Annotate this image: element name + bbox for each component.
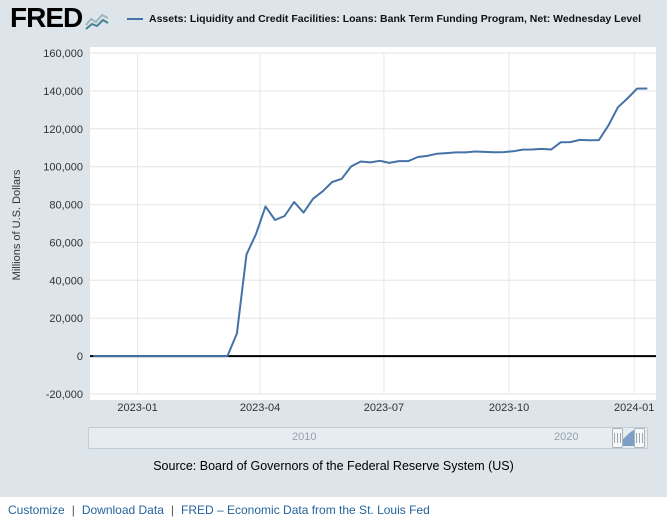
svg-text:60,000: 60,000 [49,237,83,249]
slider-tick-2010: 2010 [292,431,317,443]
svg-text:20,000: 20,000 [49,313,83,325]
fred-home-link[interactable]: FRED – Economic Data from the St. Louis … [181,503,430,517]
grip-icon [636,433,643,443]
customize-link[interactable]: Customize [8,503,65,517]
svg-text:140,000: 140,000 [43,86,83,98]
svg-text:100,000: 100,000 [43,162,83,174]
legend-line-swatch [127,18,143,20]
slider-selected-range[interactable] [612,428,645,448]
svg-text:40,000: 40,000 [49,275,83,287]
line-chart-plot[interactable]: 2023-01 2023-04 2023-07 2023-10 2024-01 -20,0… [0,40,667,422]
svg-text:80,000: 80,000 [49,200,83,212]
legend-series-label: Assets: Liquidity and Credit Facilities:… [149,13,642,25]
fred-logo-text: FRED [10,2,83,33]
grip-icon [614,433,621,443]
fred-logo[interactable]: FRED [10,2,109,34]
slider-left-handle[interactable] [612,428,623,448]
source-note: Source: Board of Governors of the Federa… [153,459,514,473]
download-data-link[interactable]: Download Data [81,503,164,517]
slider-right-handle[interactable] [634,428,645,448]
legend: Assets: Liquidity and Credit Facilities:… [127,13,662,25]
svg-text:2023-10: 2023-10 [489,402,529,414]
svg-text:120,000: 120,000 [43,124,83,136]
svg-text:2024-01: 2024-01 [614,402,654,414]
svg-text:-20,000: -20,000 [46,389,83,401]
svg-text:2023-07: 2023-07 [364,402,404,414]
date-range-slider[interactable]: 2010 2020 [88,427,648,449]
fred-logo-sparkline-icon [85,13,109,30]
svg-text:2023-04: 2023-04 [240,402,280,414]
svg-text:160,000: 160,000 [43,48,83,60]
svg-text:2023-01: 2023-01 [117,402,157,414]
svg-text:0: 0 [77,351,83,363]
footer-separator: | [170,503,174,517]
slider-tick-2020: 2020 [554,431,579,443]
footer-separator: | [71,503,75,517]
footer-links: Customize | Download Data | FRED – Econo… [0,497,667,523]
slider-mini-area-chart [623,430,634,446]
